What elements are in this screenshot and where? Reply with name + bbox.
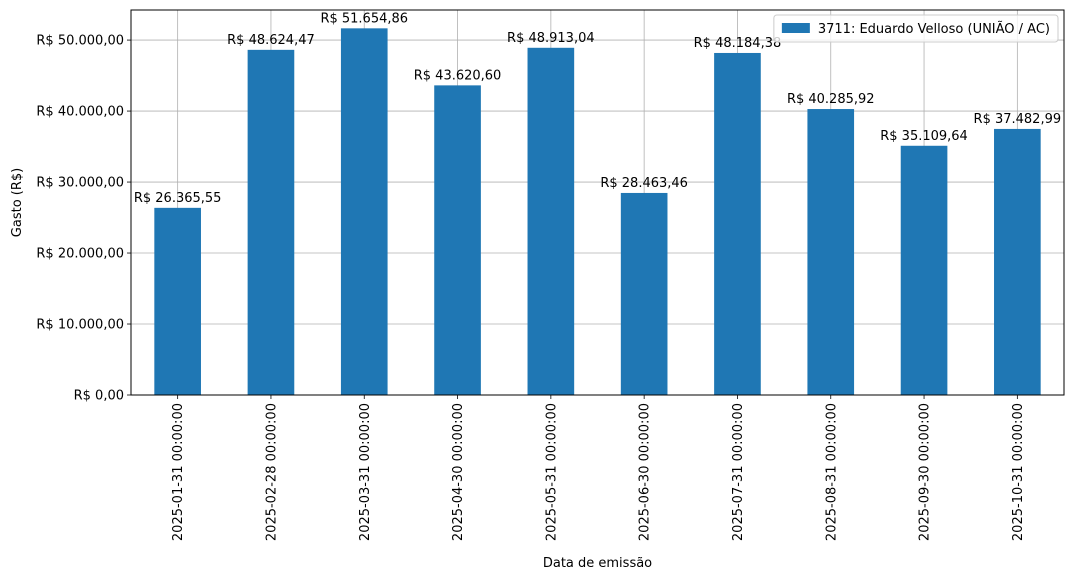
bar (994, 128, 1041, 396)
bar-value-label: R$ 37.482,99 (974, 112, 1062, 127)
x-tick-label: 2025-04-30 00:00:00 (451, 403, 466, 541)
x-tick-label: 2025-01-31 00:00:00 (171, 403, 186, 541)
y-axis-label: Gasto (R$) (10, 168, 25, 237)
y-axis: R$ 0,00 R$ 10.000,00 R$ 20.000,00 R$ 30.000… (36, 34, 131, 404)
bars-layer (154, 28, 1041, 396)
x-tick-label: 2025-05-31 00:00:00 (544, 403, 559, 541)
legend-swatch (781, 23, 810, 33)
y-tick-label: R$ 30.000,00 (36, 176, 124, 191)
legend-box (773, 14, 1059, 43)
bar-value-label: R$ 48.913,04 (507, 31, 595, 46)
bar (620, 192, 668, 395)
bar (247, 49, 295, 395)
bar (807, 109, 855, 396)
plot-frame (130, 9, 1065, 396)
x-tick-label: 2025-02-28 00:00:00 (264, 403, 279, 541)
legend: 3711: Eduardo Velloso (UNIÃO / AC) (773, 14, 1059, 43)
bar-value-label: R$ 48.624,47 (227, 33, 315, 48)
x-axis-label: Data de emissão (543, 556, 652, 571)
bar (340, 28, 388, 395)
y-tick-label: R$ 0,00 (74, 389, 124, 404)
y-tick-label: R$ 20.000,00 (36, 247, 124, 262)
x-tick-label: 2025-09-30 00:00:00 (918, 403, 933, 541)
bar-value-label: R$ 28.463,46 (600, 176, 688, 191)
bar-value-label: R$ 43.620,60 (414, 68, 502, 83)
bar (154, 207, 201, 395)
y-tick-label: R$ 10.000,00 (36, 318, 124, 333)
bar (434, 85, 481, 395)
x-tick-label: 2025-08-31 00:00:00 (824, 403, 839, 541)
bar-value-label: R$ 35.109,64 (880, 129, 968, 144)
x-tick-label: 2025-06-30 00:00:00 (638, 403, 653, 541)
y-tick-label: R$ 40.000,00 (36, 105, 124, 120)
bar-value-label: R$ 51.654,86 (320, 11, 408, 26)
bar (527, 47, 575, 395)
bar-value-label: R$ 26.365,55 (134, 191, 222, 206)
data-labels: R$ 26.365,55 R$ 48.624,47 R$ 51.654,86 R$ 4… (134, 11, 1061, 206)
bar-value-label: R$ 48.184,38 (694, 36, 782, 51)
bar (900, 145, 948, 395)
x-tick-label: 2025-10-31 00:00:00 (1011, 403, 1026, 541)
x-tick-label: 2025-03-31 00:00:00 (358, 403, 373, 541)
x-tick-label: 2025-07-31 00:00:00 (731, 403, 746, 541)
legend-entry: 3711: Eduardo Velloso (UNIÃO / AC) (818, 21, 1050, 37)
y-tick-label: R$ 50.000,00 (36, 34, 124, 49)
bar-value-label: R$ 40.285,92 (787, 92, 875, 107)
x-axis: 2025-01-31 00:00:00 2025-02-28 00:00:00 20… (171, 395, 1026, 541)
bar (714, 52, 761, 396)
